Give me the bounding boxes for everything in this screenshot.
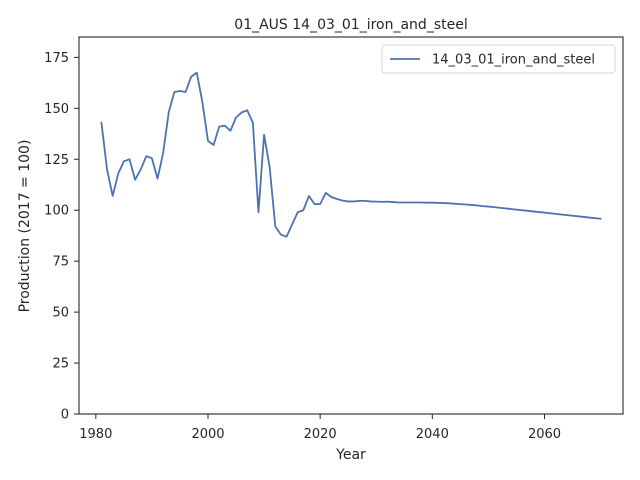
x-tick-label: 1980 [79,427,112,442]
x-tick-label: 2000 [191,427,224,442]
x-tick-label: 2040 [416,427,449,442]
chart-title: 01_AUS 14_03_01_iron_and_steel [234,17,467,33]
y-tick-label: 75 [52,255,69,270]
legend-box [381,44,616,74]
series-line-iron-and-steel [100,71,602,238]
y-tick-label: 50 [52,306,69,321]
legend: 14_03_01_iron_and_steel [381,44,616,74]
legend-label: 14_03_01_iron_and_steel [432,53,595,68]
y-tick-label: 100 [44,204,69,219]
plot-frame [78,36,624,415]
y-axis-ticks: 0 25 50 75 100 125 150 175 [44,51,79,423]
y-tick-label: 150 [44,102,69,117]
y-tick-label: 25 [52,357,69,372]
y-tick-label: 125 [44,153,69,168]
y-tick-label: 175 [44,51,69,66]
x-tick-label: 2020 [304,427,337,442]
x-axis-label: Year [335,447,366,463]
y-axis-label: Production (2017 = 100) [17,140,33,313]
x-tick-label: 2060 [528,427,561,442]
x-axis-ticks: 1980 2000 2020 2040 2060 [79,414,561,442]
y-tick-label: 0 [61,408,69,423]
